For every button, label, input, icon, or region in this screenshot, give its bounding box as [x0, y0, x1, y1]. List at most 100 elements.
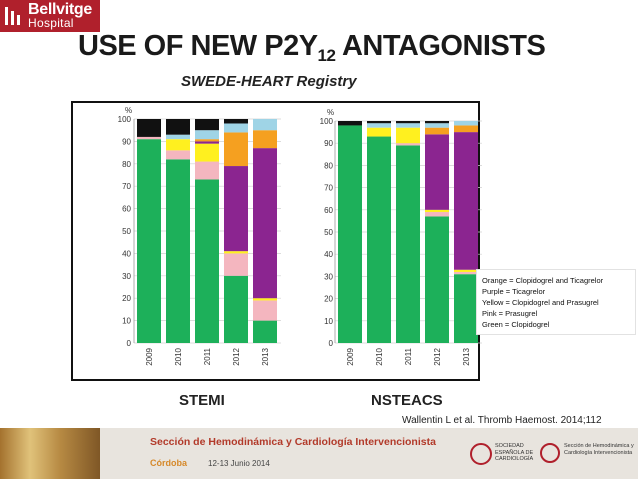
y-tick-label: 40 — [324, 250, 333, 259]
bar-segment — [396, 143, 420, 146]
bar-segment — [166, 134, 190, 140]
bar-segment — [137, 119, 161, 137]
y-tick-label: 60 — [324, 206, 333, 215]
logo-name: Bellvitge — [28, 1, 92, 18]
logo-subtitle: Hospital — [28, 16, 74, 30]
bar-segment — [195, 139, 219, 142]
bar-segment — [253, 119, 277, 131]
bar-segment — [425, 212, 449, 217]
hemodinamica-name: Sección de Hemodinámica y Cardiología In… — [564, 443, 634, 456]
x-tick-label: 2009 — [346, 347, 355, 365]
bar-segment — [224, 275, 248, 343]
sec-logo: SOCIEDAD ESPAÑOLA DE CARDIOLOGÍA — [470, 441, 535, 471]
y-tick-label: 90 — [122, 137, 131, 146]
banner-city: Córdoba — [150, 458, 187, 468]
bar-segment — [454, 271, 478, 275]
bar-segment — [425, 216, 449, 343]
bar-segment — [367, 136, 391, 343]
legend-item-purple: Purple = Ticagrelor — [482, 287, 546, 296]
mezquita-image — [0, 428, 100, 479]
legend-item-pink: Pink = Prasugrel — [482, 309, 538, 318]
bar-segment — [425, 127, 449, 135]
y-tick-label: 50 — [324, 228, 333, 237]
nsteacs-label: NSTEACS — [371, 392, 443, 409]
banner-dates: 12-13 Junio 2014 — [208, 459, 270, 468]
bar-segment — [367, 123, 391, 128]
y-tick-label: 0 — [329, 339, 334, 348]
bar-segment — [454, 274, 478, 343]
y-tick-label: 30 — [324, 272, 333, 281]
bar-segment — [166, 159, 190, 343]
bar-segment — [195, 161, 219, 180]
citation: Wallentin L et al. Thromb Haemost. 2014;… — [402, 415, 602, 426]
title-main: USE OF NEW P2Y — [78, 30, 318, 62]
bar-segment — [396, 145, 420, 343]
x-tick-label: 2012 — [433, 347, 442, 365]
bar-segment — [195, 179, 219, 343]
stemi-label: STEMI — [179, 392, 225, 409]
bar-segment — [253, 298, 277, 301]
hemodinamica-icon — [540, 443, 560, 463]
bar-segment — [454, 269, 478, 272]
bar-segment — [253, 148, 277, 299]
bar-segment — [137, 139, 161, 343]
title-subscript: 12 — [317, 46, 336, 65]
bar-segment — [253, 320, 277, 343]
y-tick-label: 10 — [324, 317, 333, 326]
bar-segment — [396, 121, 420, 124]
x-tick-label: 2011 — [203, 347, 212, 365]
sec-heart-icon — [470, 443, 492, 465]
y-tick-label: 70 — [122, 182, 131, 191]
hospital-logo: Bellvitge Hospital — [0, 0, 100, 32]
legend-box: Orange = Clopidogrel and Ticagrelor Purp… — [477, 270, 635, 334]
slide-title: USE OF NEW P2Y12 ANTAGONISTS — [78, 30, 546, 66]
y-tick-label: 0 — [127, 339, 132, 348]
bar-segment — [224, 166, 248, 252]
y-tick-label: 90 — [324, 139, 333, 148]
bar-segment — [454, 132, 478, 270]
bar-segment — [166, 119, 190, 135]
y-tick-label: 40 — [122, 249, 131, 258]
bar-segment — [338, 121, 362, 126]
x-tick-label: 2011 — [404, 347, 413, 365]
y-tick-label: 80 — [122, 160, 131, 169]
bar-segment — [253, 300, 277, 321]
y-tick-label: 60 — [122, 205, 131, 214]
y-tick-label: 30 — [122, 272, 131, 281]
y-tick-label: 20 — [324, 295, 333, 304]
title-tail: ANTAGONISTS — [335, 30, 546, 62]
bar-segment — [195, 119, 219, 131]
bar-segment — [224, 119, 248, 124]
y-tick-label: 20 — [122, 294, 131, 303]
logo-mark-icon — [5, 7, 20, 25]
y-tick-label: 80 — [324, 161, 333, 170]
y-tick-label: 50 — [122, 227, 131, 236]
x-tick-label: 2010 — [375, 347, 384, 365]
y-axis-label: % — [125, 106, 132, 115]
bar-segment — [224, 132, 248, 167]
bar-segment — [396, 127, 420, 144]
sec-name: SOCIEDAD ESPAÑOLA DE CARDIOLOGÍA — [495, 443, 534, 462]
legend-item-yellow: Yellow = Clopidogrel and Prasugrel — [482, 298, 599, 307]
bar-segment — [367, 121, 391, 124]
bar-segment — [195, 143, 219, 162]
bar-segment — [166, 150, 190, 160]
x-tick-label: 2012 — [232, 347, 241, 365]
bar-segment — [367, 127, 391, 137]
bar-segment — [425, 121, 449, 124]
legend-item-green: Green = Clopidogrel — [482, 320, 550, 329]
x-tick-label: 2013 — [462, 347, 471, 365]
bar-segment — [137, 136, 161, 140]
bar-segment — [253, 130, 277, 149]
bar-segment — [166, 139, 190, 151]
bar-segment — [425, 209, 449, 213]
bar-segment — [338, 125, 362, 343]
bar-segment — [396, 123, 420, 128]
y-tick-label: 100 — [320, 117, 334, 126]
banner-title: Sección de Hemodinámica y Cardiología In… — [150, 436, 436, 448]
hemodinamica-logo: Sección de Hemodinámica y Cardiología In… — [540, 441, 638, 471]
y-tick-label: 10 — [122, 317, 131, 326]
bar-segment — [454, 125, 478, 133]
bar-segment — [425, 134, 449, 210]
